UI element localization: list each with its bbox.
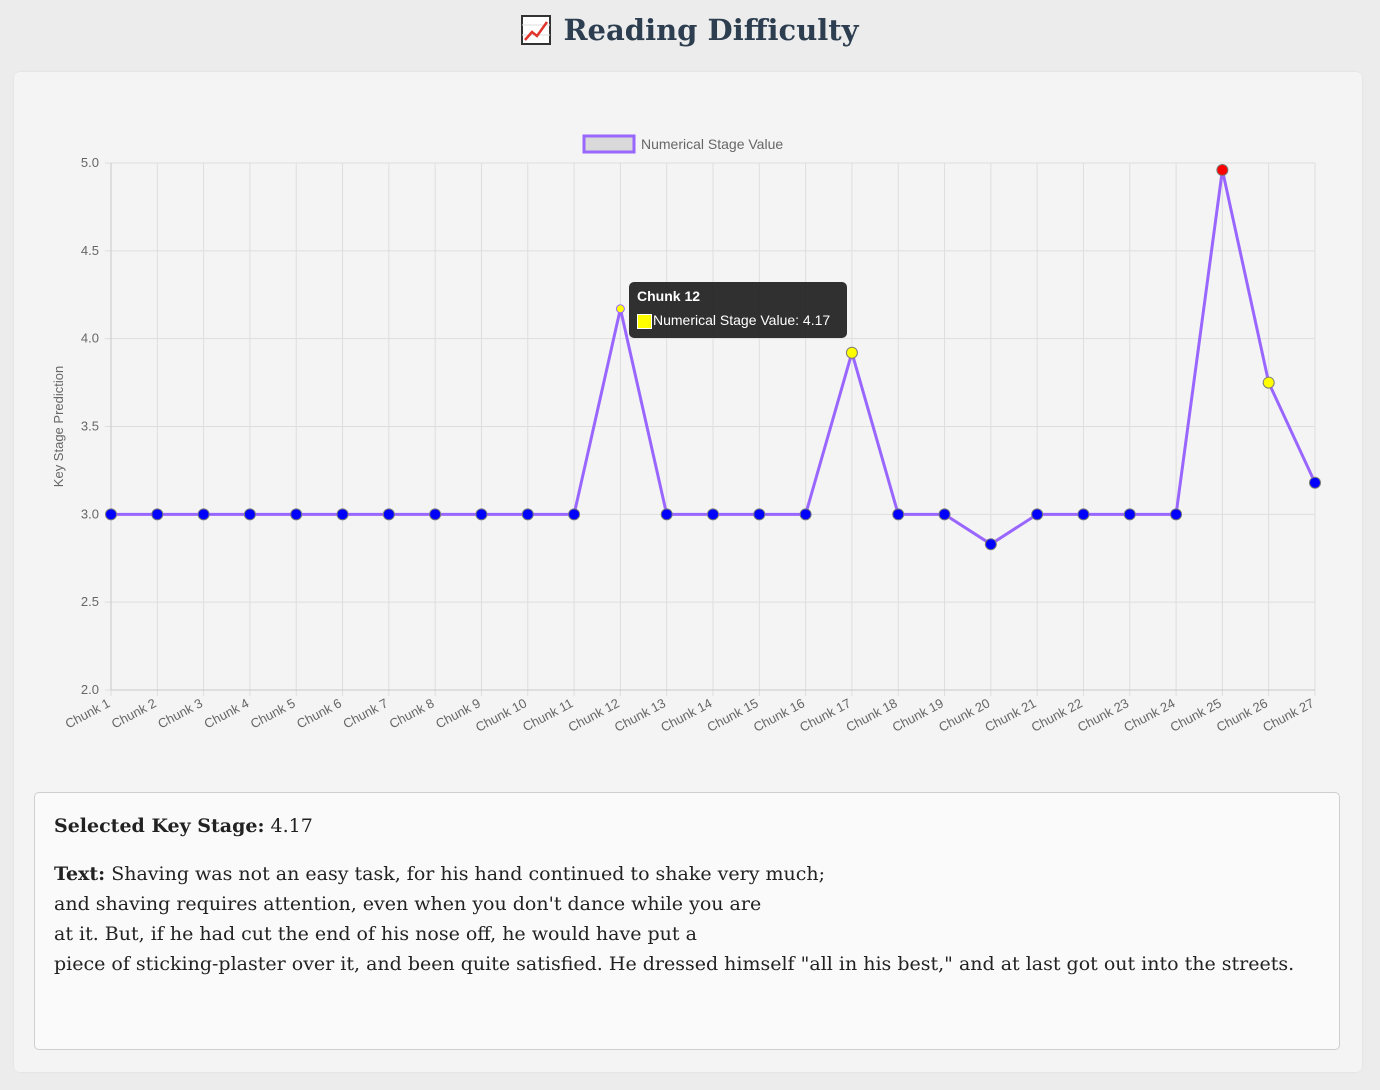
legend-swatch [582, 134, 636, 154]
x-tick-label: Chunk 23 [1075, 695, 1131, 734]
data-point [1077, 508, 1090, 521]
page-title-text: Reading Difficulty [563, 13, 859, 47]
selected-stage-line: Selected Key Stage: 4.17 [54, 811, 1320, 841]
x-tick-label: Chunk 3 [155, 695, 205, 731]
y-tick-label: 3.0 [81, 506, 99, 521]
data-point [799, 508, 812, 521]
tooltip-color-swatch [637, 314, 652, 329]
y-tick-label: 5.0 [81, 155, 99, 170]
x-tick-label: Chunk 22 [1029, 695, 1085, 734]
data-point [984, 538, 997, 551]
data-point [1309, 476, 1321, 489]
x-tick-label: Chunk 1 [63, 695, 113, 731]
data-point [243, 508, 256, 521]
x-tick-label: Chunk 8 [387, 695, 437, 731]
chunk-text-value: Shaving was not an easy task, for his ha… [54, 863, 1295, 975]
x-tick-label: Chunk 12 [566, 695, 622, 734]
data-point [615, 304, 625, 314]
y-tick-label: 2.0 [81, 682, 99, 697]
chunk-text-label: Text: [54, 863, 106, 885]
tooltip-label: Numerical Stage Value: 4.17 [653, 312, 831, 328]
x-tick-label: Chunk 27 [1260, 695, 1316, 734]
x-tick-label: Chunk 14 [658, 695, 714, 734]
data-point [845, 346, 858, 359]
y-tick-label: 4.5 [81, 243, 99, 258]
tooltip-title: Chunk 12 [637, 288, 701, 304]
x-tick-label: Chunk 6 [294, 695, 344, 731]
x-tick-label: Chunk 2 [109, 695, 159, 731]
data-point [568, 508, 581, 521]
data-point [660, 508, 673, 521]
data-point [475, 508, 488, 521]
data-point [429, 508, 442, 521]
x-tick-label: Chunk 19 [890, 695, 946, 734]
x-tick-label: Chunk 16 [751, 695, 807, 734]
data-point [938, 508, 951, 521]
data-point [382, 508, 395, 521]
data-point [753, 508, 766, 521]
data-point [892, 508, 905, 521]
data-point [1216, 164, 1229, 177]
data-point [151, 508, 164, 521]
y-axis-title: Key Stage Prediction [51, 366, 66, 487]
x-tick-label: Chunk 24 [1121, 695, 1177, 734]
data-point [1031, 508, 1044, 521]
data-point [521, 508, 534, 521]
chart-tooltip: Chunk 12 Numerical Stage Value: 4.17 [629, 282, 847, 338]
data-point [290, 508, 303, 521]
data-point [1262, 376, 1275, 389]
x-tick-label: Chunk 25 [1168, 695, 1224, 734]
x-tick-label: Chunk 5 [248, 695, 298, 731]
data-point [105, 508, 117, 521]
selected-chunk-panel: Selected Key Stage: 4.17 Text: Shaving w… [34, 792, 1340, 1050]
y-tick-label: 4.0 [81, 331, 99, 346]
x-tick-label: Chunk 11 [520, 695, 575, 734]
y-tick-label: 2.5 [81, 594, 99, 609]
x-tick-label: Chunk 17 [797, 695, 853, 734]
selected-stage-label: Selected Key Stage: [54, 815, 265, 837]
data-point [197, 508, 210, 521]
data-point [707, 508, 719, 521]
x-tick-label: Chunk 26 [1214, 695, 1270, 734]
chunk-text-line: Text: Shaving was not an easy task, for … [54, 859, 1320, 979]
x-tick-label: Chunk 10 [473, 695, 529, 734]
page-title: Reading Difficulty [0, 10, 1380, 50]
chart-increasing-icon [521, 15, 552, 45]
y-tick-label: 3.5 [81, 419, 99, 434]
x-tick-label: Chunk 7 [340, 695, 390, 731]
selected-stage-value: 4.17 [270, 815, 313, 837]
data-point [1170, 508, 1183, 521]
chart-card: 2.0 2.5 3.0 3.5 4.0 4.5 5.0 Chunk 1 Chunk 2 Chunk… [14, 72, 1362, 1072]
legend-label: Numerical Stage Value [641, 136, 783, 152]
x-tick-label: Chunk 21 [982, 695, 1038, 734]
data-point [336, 508, 349, 521]
data-point [1123, 508, 1136, 521]
x-tick-label: Chunk 18 [843, 695, 899, 734]
x-tick-label: Chunk 4 [202, 695, 252, 731]
x-tick-label: Chunk 15 [705, 695, 761, 734]
x-tick-label: Chunk 13 [612, 695, 668, 734]
x-tick-label: Chunk 20 [936, 695, 992, 734]
